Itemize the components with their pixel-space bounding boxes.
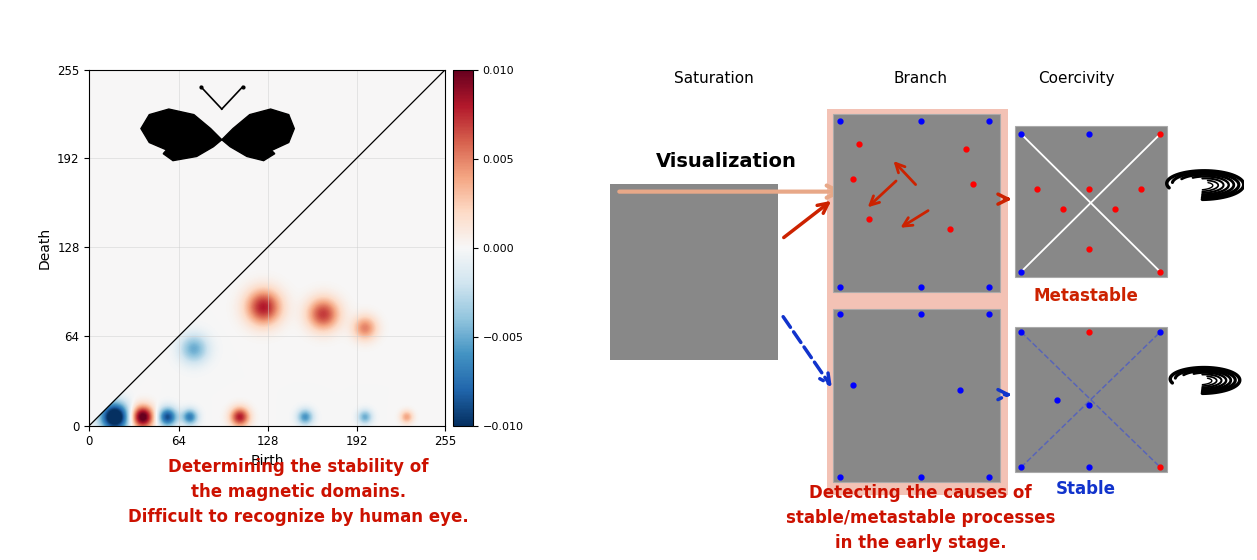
Text: Hidden feature: Hidden feature — [210, 26, 387, 46]
Text: Stable: Stable — [1056, 480, 1116, 498]
Text: Determining the stability of
the magnetic domains.
Difficult to recognize by hum: Determining the stability of the magneti… — [128, 458, 469, 526]
Polygon shape — [221, 109, 294, 151]
Text: Metastable: Metastable — [1033, 287, 1139, 305]
Text: Detecting the causes of
stable/metastable processes
in the early stage.: Detecting the causes of stable/metastabl… — [786, 484, 1056, 552]
Polygon shape — [221, 137, 275, 161]
FancyBboxPatch shape — [833, 309, 1001, 482]
Text: Visualization: Visualization — [656, 152, 797, 171]
X-axis label: Birth: Birth — [250, 454, 284, 468]
Text: Saturation: Saturation — [674, 71, 753, 86]
Text: Visualization: Visualization — [845, 26, 997, 46]
Polygon shape — [163, 137, 221, 161]
Y-axis label: Death: Death — [38, 227, 52, 269]
Polygon shape — [141, 109, 221, 151]
FancyBboxPatch shape — [833, 114, 1001, 292]
FancyBboxPatch shape — [610, 184, 778, 360]
Text: Coercivity: Coercivity — [1038, 71, 1115, 86]
FancyBboxPatch shape — [1014, 327, 1166, 472]
FancyBboxPatch shape — [827, 109, 1008, 495]
FancyBboxPatch shape — [1014, 127, 1166, 277]
Text: Branch: Branch — [894, 71, 948, 86]
